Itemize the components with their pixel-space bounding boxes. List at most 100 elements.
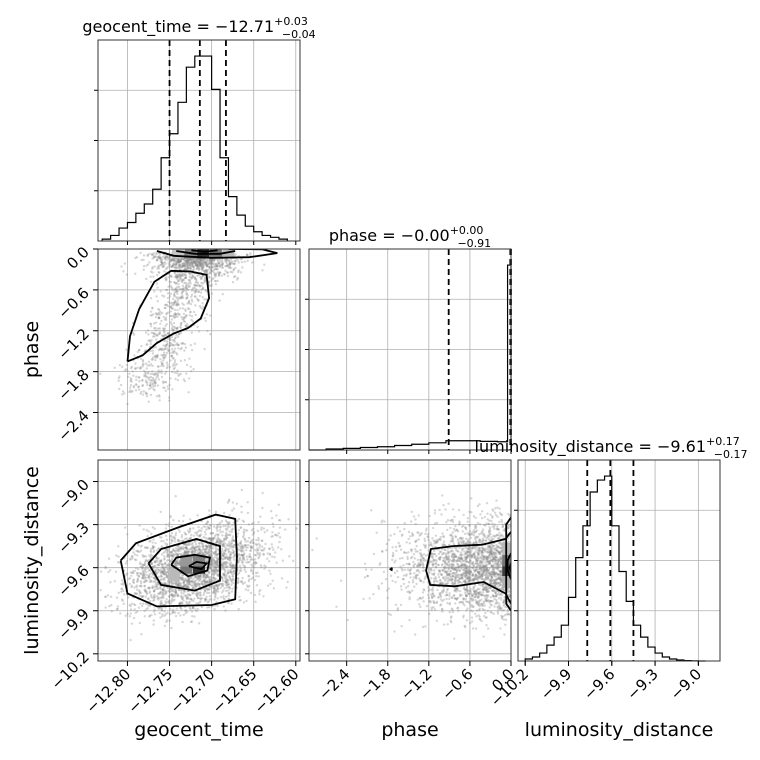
sample-point [275,561,278,564]
sample-point [182,274,185,278]
sample-point [244,546,248,549]
sample-point [227,594,230,598]
sample-point [214,590,218,594]
sample-point [197,602,200,605]
sample-point [226,583,230,586]
sample-point [214,553,217,556]
sample-point [493,573,497,576]
sample-point [247,536,251,540]
sample-point [228,555,232,559]
sample-point [185,259,189,263]
sample-point [131,571,134,575]
sample-point [227,545,231,548]
sample-point [212,587,216,590]
sample-point [492,578,496,582]
sample-point [445,558,448,561]
sample-point [176,583,179,587]
sample-point [187,258,190,262]
sample-point [211,259,214,262]
sample-point [217,564,220,567]
sample-point [448,550,451,554]
sample-point [166,563,170,566]
sample-point [149,363,153,366]
sample-point [184,274,188,277]
sample-point [222,568,225,571]
sample-point [184,532,188,536]
sample-point [442,589,445,592]
sample-point [167,275,170,279]
sample-point [200,268,204,271]
sample-point [202,575,206,579]
sample-point [200,551,204,554]
sample-point [165,620,168,624]
sample-point [159,568,163,571]
sample-point [205,298,208,301]
sample-point [214,561,218,564]
sample-point [187,580,190,584]
sample-point [220,576,224,579]
sample-point [211,277,214,281]
sample-point [176,561,179,564]
sample-point [485,563,489,566]
sample-point [270,555,274,558]
sample-point [455,528,458,531]
sample-point [172,519,175,522]
sample-point [200,527,204,530]
sample-point [193,615,196,618]
sample-point [177,549,180,552]
sample-point [233,558,236,561]
sample-point [166,547,170,551]
sample-point [283,528,287,531]
sample-point [174,593,177,596]
sample-point [189,262,192,265]
sample-point [165,590,168,593]
sample-point [227,597,230,601]
sample-point [214,592,217,595]
sample-point [184,289,188,293]
sample-point [211,547,215,550]
sample-point [187,579,191,582]
sample-point [134,362,137,365]
sample-point [236,276,240,280]
sample-point [227,569,230,572]
sample-point [446,528,449,532]
sample-point [189,265,192,268]
sample-point [154,321,158,324]
sample-point [169,599,173,603]
sample-point [164,582,167,586]
sample-point [183,342,187,346]
sample-point [187,259,190,262]
sample-point [190,277,193,280]
sample-point [160,261,164,265]
sample-point [174,590,178,593]
sample-point [172,594,176,597]
sample-point [225,258,228,261]
sample-point [263,263,266,266]
sample-point [166,553,170,557]
sample-point [181,265,184,268]
sample-point [460,541,463,544]
sample-point [499,574,502,577]
sample-point [182,264,185,267]
sample-point [132,331,135,335]
sample-point [166,586,169,590]
sample-point [205,574,209,577]
sample-point [198,575,201,578]
sample-point [231,280,235,284]
sample-point [209,532,213,535]
sample-point [268,569,271,572]
sample-point [243,581,247,584]
sample-point [266,552,269,555]
sample-point [179,274,182,278]
sample-point [193,597,196,600]
sample-point [149,275,152,278]
sample-point [208,284,211,288]
sample-point [252,541,255,545]
sample-point [174,265,177,269]
sample-point [145,343,148,346]
sample-point [122,581,125,584]
sample-point [188,550,191,553]
sample-point [199,259,202,263]
sample-point [132,603,136,606]
sample-point [244,544,248,547]
